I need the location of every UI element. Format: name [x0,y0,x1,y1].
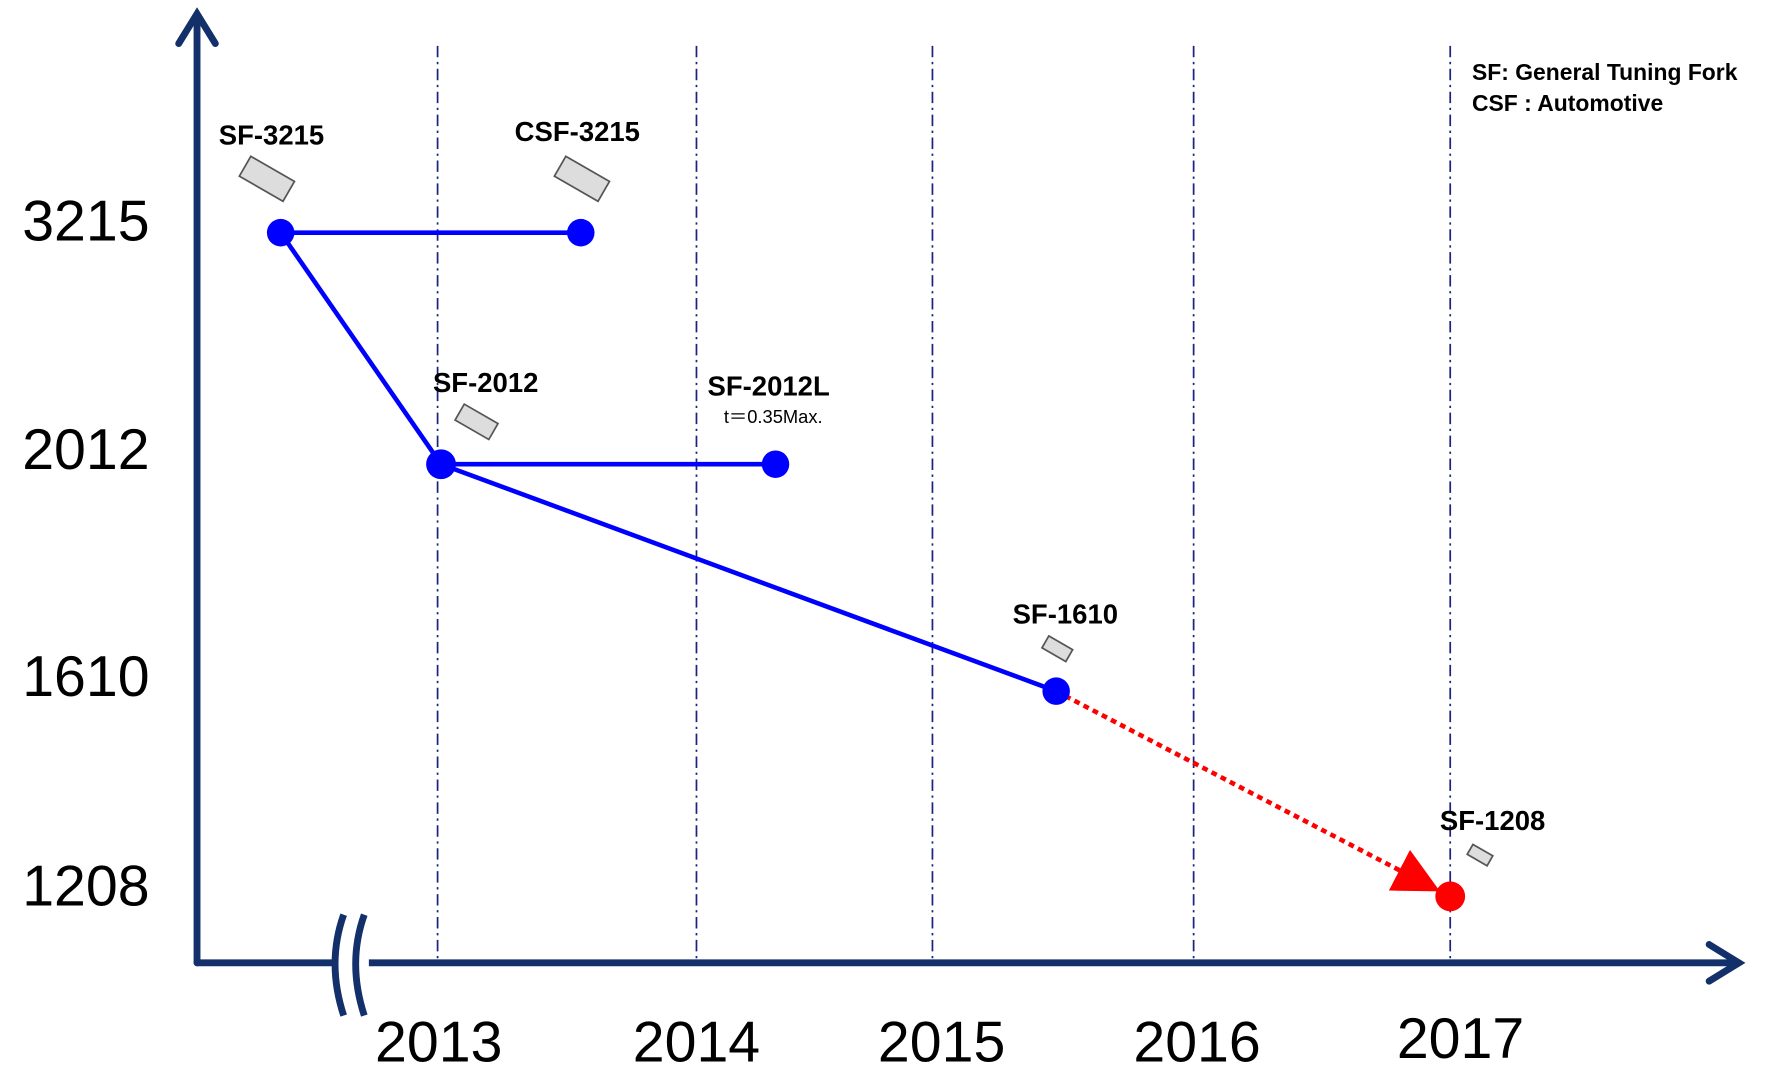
legend-text: CSF : Automotive [1472,90,1663,116]
node-label: SF-1208 [1440,805,1545,836]
forecast-arrow [1056,691,1432,887]
axes [179,14,1739,981]
y-label: 3215 [22,190,149,254]
node-label: SF-3215 [219,119,324,150]
edges [281,233,1057,691]
node-label: SF-1610 [1013,599,1118,630]
y-label: 2012 [22,418,149,482]
node-future [1435,881,1465,911]
node-label: CSF-3215 [515,116,640,147]
chip-icons [239,156,1492,866]
x-label: 2017 [1397,1007,1524,1066]
roadmap: 3215 2012 1610 1208 2013 2014 2015 2016 … [0,0,1787,1066]
node-note: t＝0.35Max. [724,406,823,427]
node-label: SF-2012 [433,367,538,398]
x-label: 2016 [1133,1010,1260,1066]
y-label: 1610 [22,645,149,709]
legend-text: SF: General Tuning Fork [1472,59,1738,85]
y-label: 1208 [22,855,149,919]
node-label: SF-2012L [708,370,830,401]
x-label: 2014 [633,1010,760,1066]
x-label: 2013 [375,1010,502,1066]
x-label: 2015 [878,1010,1005,1066]
axis-break [334,911,368,1015]
